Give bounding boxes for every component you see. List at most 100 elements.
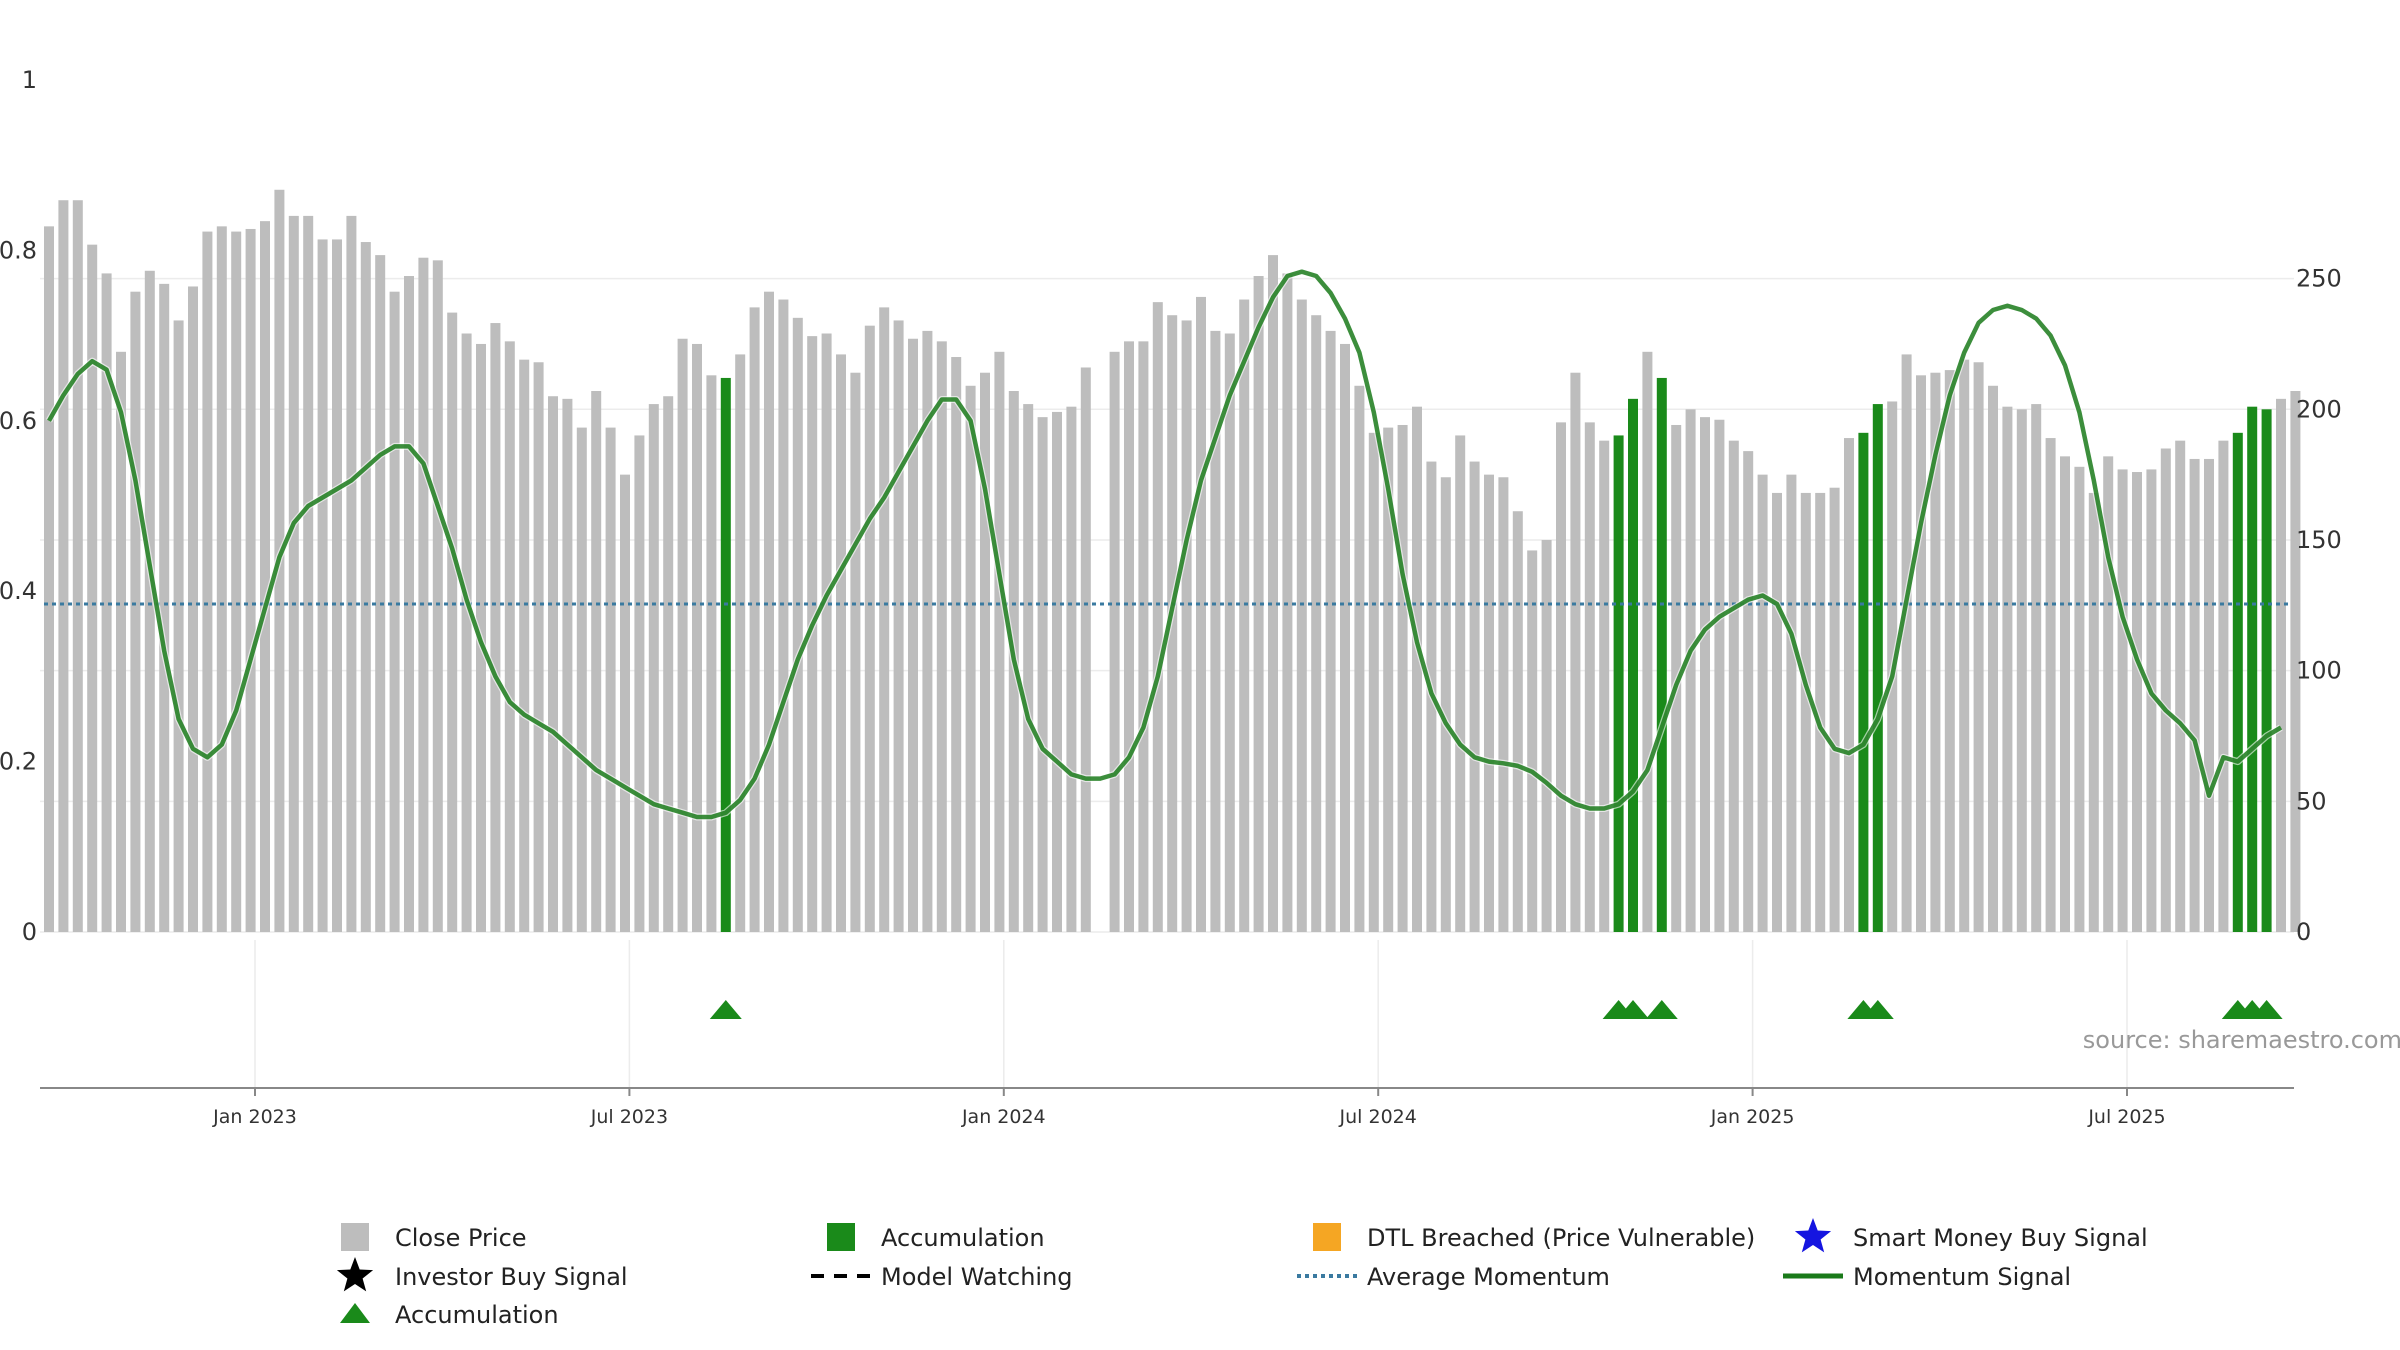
close-price-bar [533,362,544,932]
close-price-bar [260,221,270,932]
close-price-bar [1700,417,1710,932]
legend-label-close: Close Price [395,1224,527,1252]
close-price-bar [504,341,515,932]
close-price-bar [1815,492,1826,932]
close-price-bar [418,257,429,933]
close-price-bar [1800,492,1811,932]
close-price-bar [288,215,299,932]
close-price-bar [1743,451,1754,932]
left-axis-top-label: 1 [22,66,37,94]
close-price-bar [1512,511,1523,932]
accumulation-bar [2261,409,2272,932]
close-price-bar [1469,461,1480,932]
close-price-bar [389,291,400,932]
close-price-bar [1383,427,1394,932]
close-price-bar [116,351,126,932]
close-price-bar [188,286,198,932]
accumulation-markers [709,1000,2283,1019]
close-price-bar [836,354,846,932]
close-price-bar [1556,422,1566,932]
close-price-bar [1570,372,1581,932]
left-axis-tick-label: 0.4 [0,577,37,605]
close-price-bar [1541,539,1552,932]
close-price-bar [1152,302,1163,933]
right-axis-tick-label: 150 [2296,526,2342,554]
close-price-bar [1988,385,1998,932]
close-price-bar [2002,406,2013,932]
close-price-bar [1368,432,1379,932]
close-price-bar [749,307,760,932]
close-price-bar [1786,474,1797,932]
close-price-bar [159,283,170,932]
close-price-bar [346,215,357,932]
close-price-bar [2117,469,2128,932]
close-price-bar [980,372,990,932]
close-price-bar [879,307,890,932]
legend: Close Price Accumulation DTL Breached (Pri… [336,1218,2148,1329]
close-price-bar [1973,362,1984,932]
close-price-bar [951,357,962,933]
close-price-bar [101,273,112,932]
close-price-bar [2060,456,2070,932]
close-price-bar [2189,458,2200,932]
close-price-bar [216,226,227,932]
close-price-bar [404,276,414,932]
legend-swatch-close [341,1223,369,1251]
close-price-bar [2204,458,2214,932]
close-price-bar [317,239,328,932]
close-price-bar [1728,440,1739,932]
legend-label-momentum: Momentum Signal [1853,1263,2071,1291]
close-price-bar [1599,440,1610,932]
close-price-bar [490,323,501,933]
accumulation-bar [1628,398,1638,932]
close-price-bar [1397,424,1408,932]
x-axis-date-label: Jul 2025 [2087,1106,2165,1128]
close-price-bar [1527,550,1538,932]
close-price-bar [1959,359,1970,932]
close-price-bar [908,338,918,932]
close-price-bar [2218,440,2229,932]
close-price-bar [1354,385,1365,932]
accumulation-bar [2232,432,2243,932]
close-price-bar [1138,341,1149,932]
close-price-bar [2132,472,2142,932]
momentum-signal-line [47,269,2283,820]
close-price-bar [1412,406,1422,932]
close-price-bar [202,231,213,932]
close-price-bar [576,427,587,932]
close-price-bar [821,333,832,932]
x-axis-date-label: Jul 2023 [590,1106,668,1128]
x-axis-labels: Jan 2023 Jul 2023 Jan 2024 Jul 2024 Jan 2025… [212,1088,2166,1128]
close-price-bar [332,239,342,932]
close-price-bar [936,341,947,932]
close-price-bar [1210,330,1221,932]
right-axis-tick-label: 100 [2296,657,2342,685]
close-price-bar [2103,456,2114,932]
x-axis-date-label: Jan 2023 [212,1106,297,1128]
close-price-bar [303,215,314,932]
legend-label-accum_tri: Accumulation [395,1301,559,1329]
close-price-bar [1066,406,1077,932]
close-price-bar [605,427,616,932]
close-price-bar [1944,370,1955,932]
x-axis-date-label: Jan 2024 [961,1106,1046,1128]
close-price-bar [1685,409,1696,932]
accumulation-triangle [2250,1000,2283,1019]
accumulation-triangle [1645,1000,1678,1019]
close-price-bar [562,398,573,932]
legend-label-smart: Smart Money Buy Signal [1853,1224,2148,1252]
close-price-bar [1109,351,1120,932]
close-price-bars [44,189,2301,933]
close-price-bar [692,343,702,932]
close-price-bar [1484,474,1494,932]
close-price-bar [130,291,141,932]
close-price-bar [634,435,645,932]
close-price-bar [2045,438,2056,932]
close-price-bar [648,404,659,932]
close-price-bar [1916,375,1926,932]
close-price-bar [778,299,789,932]
accumulation-bar [1858,432,1869,932]
close-price-bar [1455,435,1466,932]
close-price-bar [1772,492,1782,932]
